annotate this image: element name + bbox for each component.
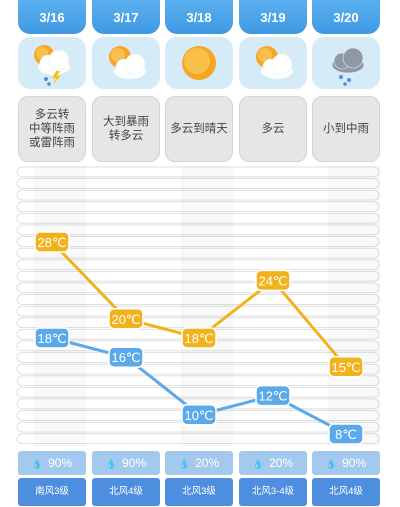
temp-value: 28℃ <box>37 235 66 250</box>
temp-badge <box>108 346 144 368</box>
low-temp-label: 10℃ <box>181 404 217 426</box>
raindrop-icon: 💧 <box>178 459 190 469</box>
grid-row <box>16 247 380 259</box>
date-tab[interactable]: 3/19 <box>239 0 307 34</box>
grid-row <box>16 178 380 189</box>
grid-row <box>16 189 380 201</box>
raindrop-icon: 💧 <box>252 459 264 469</box>
high-temp-label: 20℃ <box>108 308 144 330</box>
low-temp-label: 8℃ <box>328 423 364 445</box>
description-line: 或雷阵雨 <box>29 137 75 149</box>
wind-cell: 北风3级 <box>165 478 233 506</box>
grid-row <box>16 236 380 247</box>
date-tab[interactable]: 3/17 <box>92 0 160 34</box>
description-line: 多云转 <box>34 109 70 121</box>
high-temp-label: 28℃ <box>34 231 70 253</box>
raindrop-icon: 💧 <box>31 459 43 469</box>
humidity-cell: 💧 90% <box>92 451 160 475</box>
temp-value: 10℃ <box>184 408 213 423</box>
humidity-value: 90% <box>122 456 147 470</box>
description-line: 小到中雨 <box>323 123 369 135</box>
partly-cloudy-icon <box>239 37 307 89</box>
rain-cloud-icon <box>312 37 380 89</box>
date-tab[interactable]: 3/20 <box>312 0 380 34</box>
temp-value: 8℃ <box>335 427 357 442</box>
temp-badge <box>328 423 364 445</box>
temp-badge <box>34 231 70 253</box>
weather-description: 小到中雨 <box>312 96 380 162</box>
date-tab[interactable]: 3/16 <box>18 0 86 34</box>
column-shade <box>328 166 380 446</box>
temp-badge <box>181 327 217 349</box>
raindrop-icon: 💧 <box>325 459 337 469</box>
wind-cell: 北风4级 <box>312 478 380 506</box>
description-line: 多云 <box>261 123 285 135</box>
description-line: 转多云 <box>108 130 144 142</box>
humidity-cell: 💧 90% <box>312 451 380 475</box>
temp-badge <box>108 308 144 330</box>
grid-row <box>16 352 380 363</box>
humidity-value: 20% <box>195 456 220 470</box>
temp-value: 20℃ <box>111 312 140 327</box>
weather-description: 大到暴雨 转多云 <box>92 96 160 162</box>
grid-row <box>16 166 380 178</box>
grid-row <box>16 305 380 317</box>
temperature-chart: 28℃ 20℃ 18℃ 24℃ 15℃ 18℃ 16℃ 10℃ 12℃ 8℃ <box>16 166 382 448</box>
date-tab[interactable]: 3/18 <box>165 0 233 34</box>
temp-badge <box>255 269 291 292</box>
cloud-sun-thunder-rain-icon <box>18 37 86 89</box>
humidity-cell: 💧 90% <box>18 451 86 475</box>
temp-badge <box>328 356 364 378</box>
high-temp-label: 24℃ <box>255 269 291 292</box>
grid-row <box>16 259 380 271</box>
temp-badge <box>181 404 217 426</box>
temp-badge <box>255 384 291 407</box>
grid-row <box>16 363 380 375</box>
low-temp-label: 18℃ <box>34 327 70 349</box>
temp-value: 24℃ <box>258 273 287 288</box>
description-line: 中等阵雨 <box>29 123 75 135</box>
description-line: 多云到晴天 <box>170 123 228 135</box>
grid-row <box>16 201 380 212</box>
temp-badge <box>34 327 70 349</box>
humidity-value: 90% <box>48 456 73 470</box>
humidity-value: 20% <box>269 456 294 470</box>
weather-description: 多云到晴天 <box>165 96 233 162</box>
grid-row <box>16 375 380 387</box>
column-shade <box>181 166 233 446</box>
humidity-value: 90% <box>342 456 367 470</box>
low-temp-label: 12℃ <box>255 384 291 407</box>
temp-value: 18℃ <box>184 331 213 346</box>
sun-icon <box>165 37 233 89</box>
temp-value: 18℃ <box>37 331 66 346</box>
weather-description: 多云转中等阵雨或雷阵雨 <box>18 96 86 162</box>
grid-row <box>16 224 380 236</box>
wind-cell: 北风4级 <box>92 478 160 506</box>
temp-value: 12℃ <box>258 389 287 404</box>
temp-value: 15℃ <box>331 360 360 375</box>
partly-cloudy-icon <box>92 37 160 89</box>
humidity-cell: 💧 20% <box>239 451 307 475</box>
wind-cell: 南风3级 <box>18 478 86 506</box>
high-temp-label: 15℃ <box>328 356 364 378</box>
high-temp-label: 18℃ <box>181 327 217 349</box>
weather-description: 多云 <box>239 96 307 162</box>
description-line: 大到暴雨 <box>103 116 149 128</box>
temp-value: 16℃ <box>111 350 140 365</box>
humidity-cell: 💧 20% <box>165 451 233 475</box>
raindrop-icon: 💧 <box>105 459 117 469</box>
temperature-chart-svg: 28℃ 20℃ 18℃ 24℃ 15℃ 18℃ 16℃ 10℃ 12℃ 8℃ <box>16 166 380 446</box>
column-shade <box>34 166 86 446</box>
grid-row <box>16 433 380 444</box>
low-temp-label: 16℃ <box>108 346 144 368</box>
wind-cell: 北风3-4级 <box>239 478 307 506</box>
grid-row <box>16 213 380 224</box>
